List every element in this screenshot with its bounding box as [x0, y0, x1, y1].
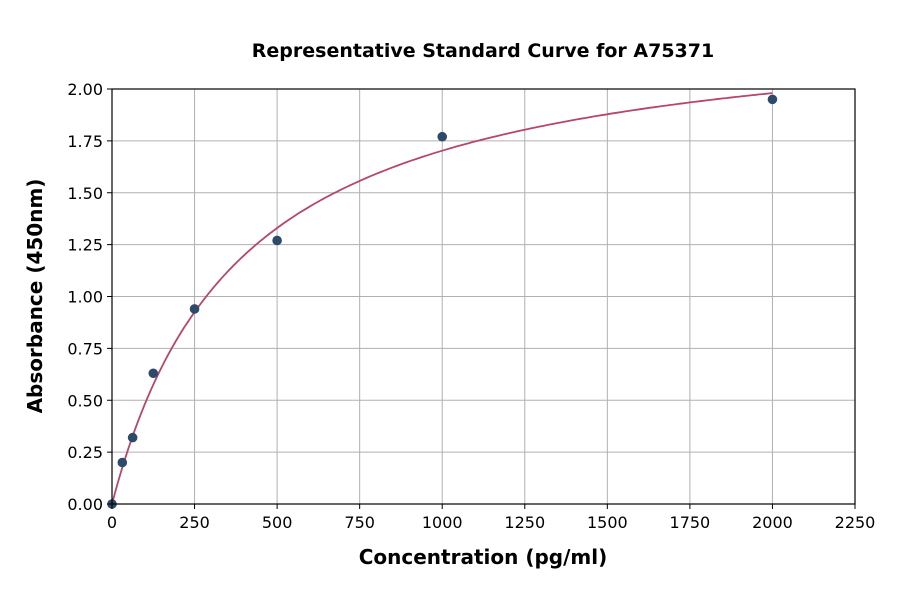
data-point [117, 457, 128, 468]
y-tick-label: 0.25 [67, 443, 103, 462]
data-point [127, 432, 138, 443]
data-point [148, 368, 159, 379]
x-tick-label: 750 [344, 513, 375, 532]
fit-curve [111, 92, 773, 505]
data-point [272, 235, 282, 246]
x-axis-label: Concentration (pg/ml) [359, 545, 608, 569]
x-tick-label: 250 [179, 513, 210, 532]
x-tick-label: 2000 [752, 513, 793, 532]
y-axis-label: Absorbance (450nm) [23, 179, 47, 414]
y-tick-label: 1.75 [67, 132, 103, 151]
x-tick-label: 1000 [422, 513, 463, 532]
x-tick-label: 1500 [587, 513, 628, 532]
x-tick-label: 1750 [670, 513, 711, 532]
x-tick-label: 500 [262, 513, 293, 532]
chart-title: Representative Standard Curve for A75371 [252, 40, 714, 62]
y-tick-label: 0.00 [67, 495, 103, 514]
y-tick-label: 1.25 [67, 236, 103, 255]
x-tick-label: 0 [107, 513, 117, 532]
y-tick-label: 1.50 [67, 184, 103, 203]
data-point [767, 94, 778, 105]
y-tick-label: 0.50 [67, 391, 103, 410]
data-point [189, 304, 200, 314]
y-tick-label: 1.00 [67, 288, 103, 307]
x-tick-label: 2250 [835, 513, 876, 532]
x-tick-label: 1250 [504, 513, 545, 532]
y-tick-label: 0.75 [67, 339, 103, 358]
data-point [437, 131, 448, 142]
y-tick-label: 2.00 [67, 80, 103, 99]
